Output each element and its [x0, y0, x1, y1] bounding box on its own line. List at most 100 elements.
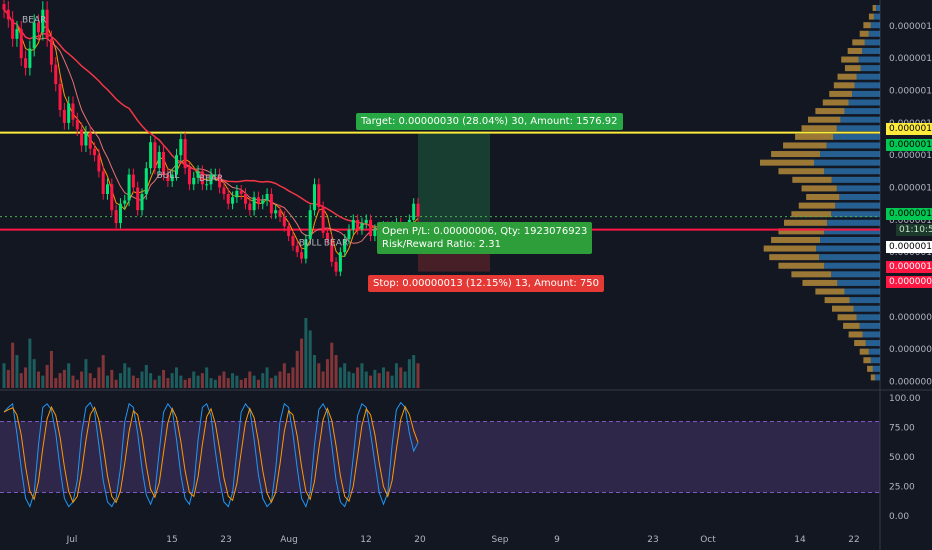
- candle-body: [235, 190, 239, 198]
- price-tick-label: 0.00000060: [889, 378, 932, 388]
- profile-bar-sell: [815, 108, 845, 115]
- candle-body: [192, 177, 196, 185]
- profile-bar-sell: [837, 73, 857, 80]
- volume-bar: [110, 369, 114, 388]
- candle-body: [110, 184, 114, 211]
- profile-bar-sell: [795, 133, 834, 140]
- candle-body: [200, 171, 204, 185]
- stoch-d-line: [3, 405, 419, 504]
- volume-bar: [252, 375, 256, 388]
- time-tick-label: 12: [360, 535, 371, 545]
- profile-bar-buy: [868, 30, 880, 37]
- candle-body: [24, 58, 28, 68]
- candle-body: [412, 203, 416, 220]
- volume-bar: [67, 363, 71, 388]
- profile-bar-buy: [836, 185, 880, 192]
- volume-bar: [101, 355, 105, 388]
- candle-body: [312, 184, 317, 211]
- profile-bar-buy: [819, 254, 880, 261]
- candle-body: [11, 19, 15, 39]
- volume-bar: [291, 367, 295, 388]
- volume-bar: [274, 375, 278, 388]
- volume-bar: [364, 371, 368, 388]
- volume-bar: [6, 369, 10, 388]
- candle-body: [84, 132, 88, 146]
- volume-bar: [360, 363, 364, 388]
- price-tick-label: 0.00000130: [889, 151, 932, 161]
- profile-bar-sell: [771, 151, 821, 158]
- candle-body: [58, 84, 62, 110]
- time-tick-label: 20: [414, 535, 426, 545]
- candle-body: [54, 64, 58, 85]
- time-tick-label: 14: [794, 535, 806, 545]
- candle-body: [157, 151, 161, 169]
- candle-body: [93, 148, 97, 156]
- profile-bar-sell: [847, 47, 863, 54]
- volume-bar: [394, 363, 398, 388]
- volume-bar: [325, 359, 329, 388]
- candle-body: [32, 22, 36, 49]
- volume-bar: [377, 373, 381, 388]
- stop-label: Stop: 0.00000013 (12.15%) 13, Amount: 75…: [368, 275, 605, 292]
- candle-body: [36, 22, 41, 33]
- profile-bar-buy: [824, 228, 880, 235]
- candle-body: [231, 197, 235, 204]
- volume-bar: [123, 363, 127, 388]
- candle-body: [300, 252, 304, 259]
- price-tick-label: 0.00000150: [889, 87, 932, 97]
- volume-bar: [226, 378, 230, 388]
- volume-bar: [28, 338, 32, 388]
- profile-bar-buy: [864, 39, 880, 46]
- candle-body: [97, 155, 101, 172]
- profile-bar-sell: [763, 245, 817, 252]
- profile-bar-buy: [862, 331, 880, 338]
- candle-body: [265, 194, 269, 201]
- volume-bar: [338, 367, 342, 388]
- price-tag-stop-lo: 0.00000094: [886, 276, 932, 288]
- candle-body: [144, 168, 148, 194]
- candle-body: [334, 261, 338, 272]
- open-pl-label: Open P/L: 0.00000006, Qty: 1923076923 Ri…: [377, 222, 593, 254]
- profile-bar-sell: [863, 22, 871, 29]
- profile-bar-sell: [801, 185, 837, 192]
- candle-body: [114, 210, 118, 224]
- volume-bar: [373, 369, 377, 388]
- profile-bar-sell: [791, 271, 832, 278]
- volume-bar: [205, 367, 209, 388]
- candle-body: [6, 9, 10, 20]
- candle-body: [19, 29, 23, 59]
- profile-bar-buy: [874, 374, 880, 381]
- volume-bar: [235, 375, 239, 388]
- profile-bar-buy: [837, 279, 880, 286]
- candle-body: [278, 210, 282, 217]
- candle-body: [62, 109, 66, 123]
- profile-bar-buy: [831, 176, 880, 183]
- profile-bar-sell: [854, 340, 866, 347]
- profile-bar-sell: [802, 279, 838, 286]
- candle-body: [49, 38, 53, 65]
- candle-body: [187, 168, 191, 185]
- profile-bar-sell: [841, 56, 859, 63]
- profile-bar-sell: [852, 39, 865, 46]
- volume-bar: [300, 338, 304, 388]
- profile-bar-sell: [806, 194, 840, 201]
- profile-bar-sell: [837, 314, 857, 321]
- volume-bar: [118, 373, 122, 388]
- profile-bar-sell: [872, 5, 876, 12]
- profile-bar-buy: [820, 151, 880, 158]
- volume-bar: [2, 363, 6, 388]
- volume-bar: [356, 367, 360, 388]
- volume-bar: [407, 359, 411, 388]
- volume-bar: [114, 379, 118, 388]
- time-tick-label: Jul: [66, 535, 78, 545]
- candle-body: [75, 119, 79, 130]
- volume-bar: [88, 373, 92, 388]
- candle-body: [131, 174, 135, 188]
- candle-body: [153, 142, 157, 169]
- candle-body: [360, 223, 364, 230]
- volume-bar: [312, 355, 317, 388]
- candle-body: [123, 200, 127, 204]
- profile-bar-buy: [831, 211, 880, 218]
- candle-body: [317, 184, 321, 207]
